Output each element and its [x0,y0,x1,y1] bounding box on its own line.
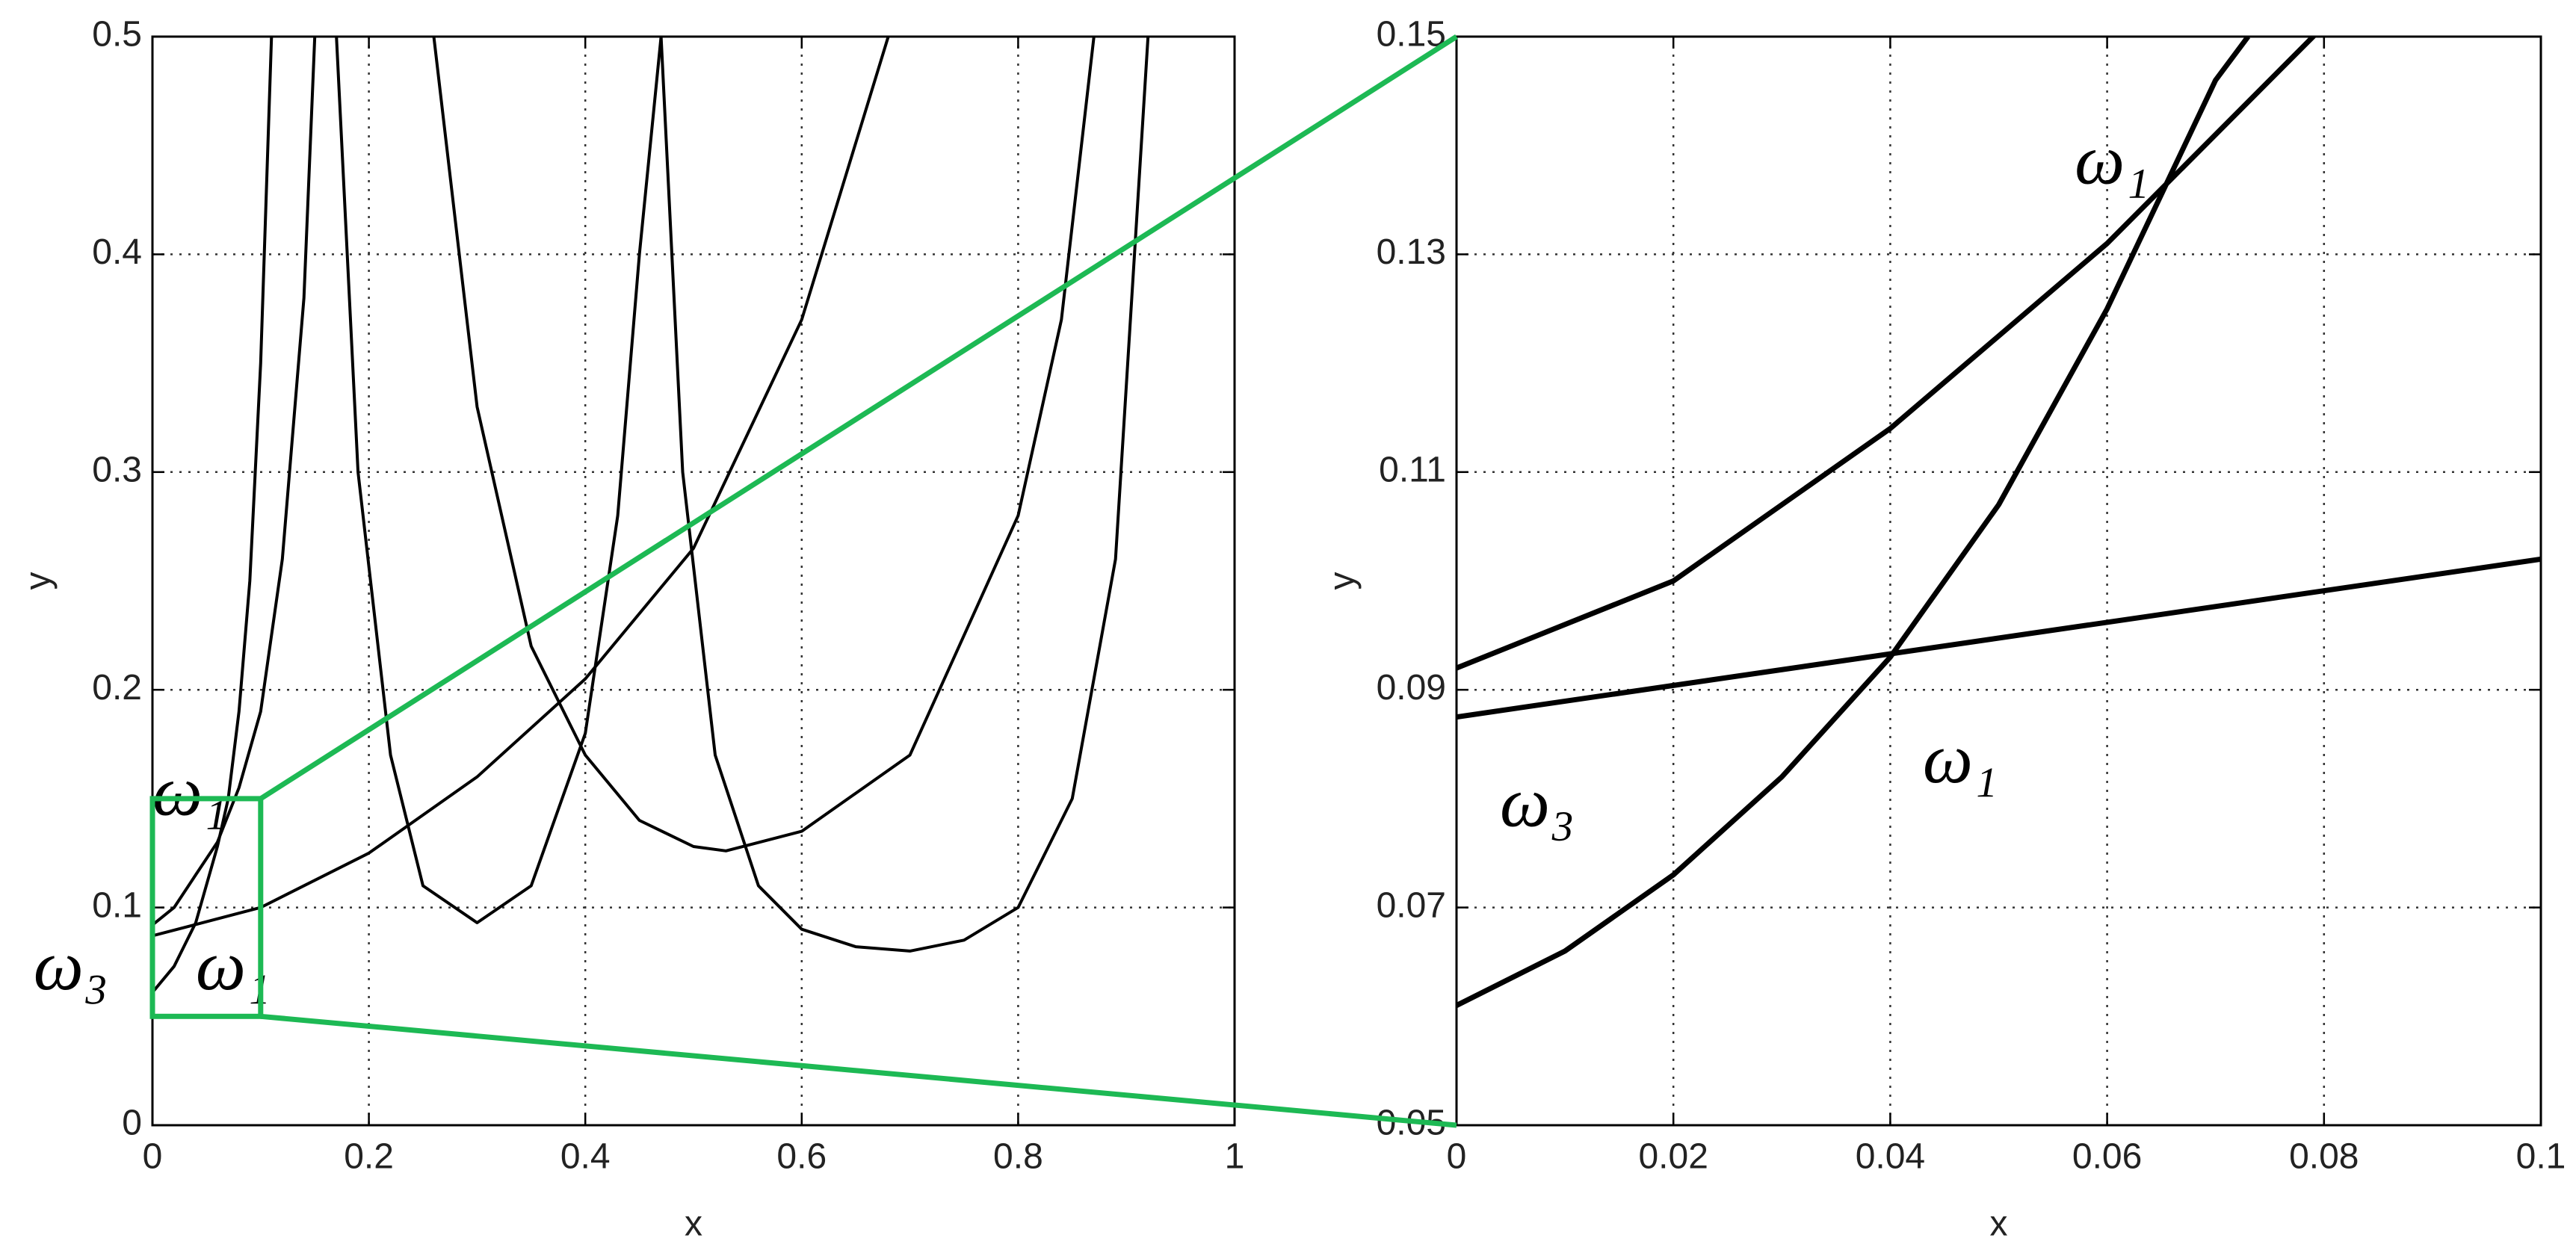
data-line [659,37,1150,953]
axes-frame [151,35,1236,1127]
plot-background [1457,37,2541,1125]
x-tick-label: 0 [1447,1137,1467,1177]
data-line [1457,556,2541,720]
data-line [1457,37,2317,671]
annotation: ω₁ [152,752,227,831]
x-tick-label: 0.4 [560,1137,611,1177]
y-tick-label: 0.2 [92,668,142,708]
y-tick-label: 0.3 [92,450,142,489]
data-line [152,37,317,926]
y-tick-label: 0.09 [1377,668,1446,708]
y-tick-label: 0.1 [92,885,142,925]
y-tick-label: 0 [122,1104,142,1143]
zoom-connector [259,34,1458,801]
x-tick-label: 0.1 [2516,1137,2566,1177]
y-tick-label: 0.07 [1377,885,1446,925]
y-tick-label: 0.5 [92,15,142,55]
x-axis-label: x [685,1204,702,1244]
data-line [432,37,1096,853]
annotation: ω₁ [2075,120,2149,199]
x-tick-label: 1 [1225,1137,1245,1177]
y-tick-label: 0.11 [1379,450,1446,489]
x-tick-label: 0.8 [993,1137,1043,1177]
data-line [152,37,890,938]
axes-frame [1455,35,2542,1127]
y-tick-label: 0.4 [92,232,142,272]
zoom-box [149,796,264,1019]
x-tick-label: 0.02 [1638,1137,1708,1177]
x-tick-label: 0.6 [776,1137,827,1177]
annotation: ω₃ [34,926,108,1005]
zoom-connector [260,1013,1457,1128]
x-tick-label: 0.04 [1856,1137,1925,1177]
y-axis-label: y [19,572,58,590]
y-tick-label: 0.13 [1377,232,1446,272]
plot-background [152,37,1235,1125]
x-tick-label: 0.08 [2289,1137,2359,1177]
data-line [335,37,663,924]
x-tick-label: 0.06 [2072,1137,2142,1177]
x-axis-label: x [1990,1204,2008,1244]
annotation: ω₃ [1500,762,1575,841]
annotation: ω₁ [1923,719,1998,798]
y-axis-label: y [1323,572,1362,590]
x-tick-label: 0 [143,1137,163,1177]
data-line [1457,37,2251,1008]
x-tick-label: 0.2 [344,1137,394,1177]
